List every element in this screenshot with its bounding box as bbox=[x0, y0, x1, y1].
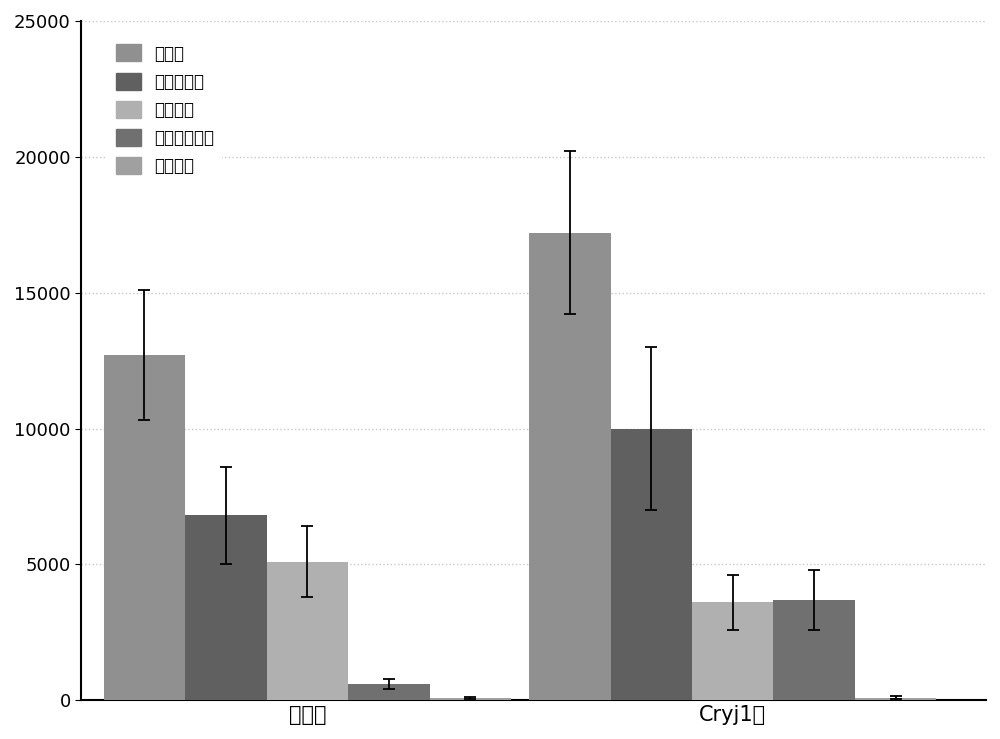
Legend: 总细胞, 中性粒细胞, 巨噬细胞, 嗜酸性粒细胞, 淋巴细胞: 总细胞, 中性粒细胞, 巨噬细胞, 嗜酸性粒细胞, 淋巴细胞 bbox=[107, 36, 222, 183]
Bar bbox=[529, 233, 611, 701]
Bar bbox=[773, 600, 855, 701]
Bar bbox=[692, 602, 773, 701]
Bar bbox=[348, 684, 430, 701]
Bar bbox=[104, 355, 185, 701]
Bar bbox=[430, 698, 511, 701]
Bar bbox=[185, 516, 267, 701]
Bar bbox=[611, 429, 692, 701]
Bar bbox=[267, 562, 348, 701]
Bar bbox=[855, 698, 936, 701]
